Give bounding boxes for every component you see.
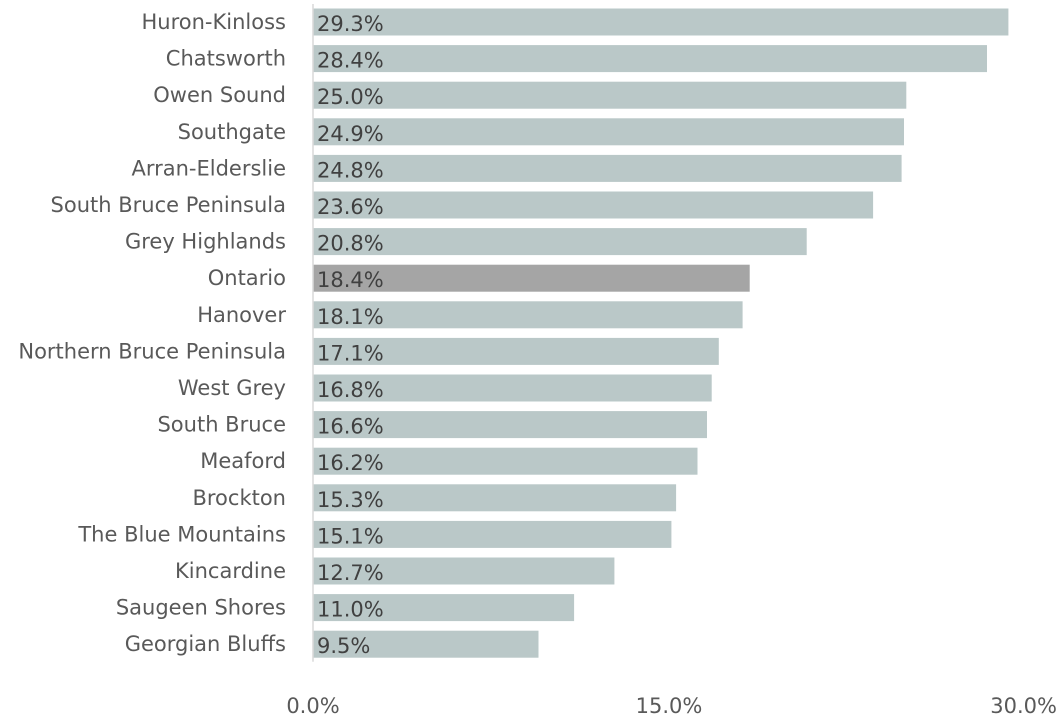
category-label-owen-sound: Owen Sound [153,83,286,107]
category-label-ontario: Ontario [208,266,286,290]
bar-the-blue-mountains [313,520,672,548]
bar-saugeen-shores [313,594,575,622]
category-label-west-grey: West Grey [178,376,286,400]
bar-huron-kinloss [313,8,1009,36]
data-label-hanover: 18.1% [317,305,384,329]
bar-kincardine [313,557,615,585]
bar-grey-highlands [313,228,807,256]
category-label-brockton: Brockton [192,486,286,510]
data-label-the-blue-mountains: 15.1% [317,524,384,548]
data-label-georgian-bluffs: 9.5% [317,634,370,658]
bar-south-bruce-peninsula [313,191,874,219]
data-label-west-grey: 16.8% [317,378,384,402]
category-label-huron-kinloss: Huron-Kinloss [142,10,287,34]
bars-group [313,8,1009,658]
category-label-saugeen-shores: Saugeen Shores [116,596,286,620]
data-label-arran-elderslie: 24.8% [317,158,384,182]
category-label-south-bruce: South Bruce [157,413,286,437]
bar-west-grey [313,374,712,402]
bar-owen-sound [313,81,907,109]
data-label-kincardine: 12.7% [317,561,384,585]
data-label-southgate: 24.9% [317,122,384,146]
bar-georgian-bluffs [313,630,539,658]
data-label-ontario: 18.4% [317,268,384,292]
bar-northern-bruce-peninsula [313,337,719,365]
category-label-northern-bruce-peninsula: Northern Bruce Peninsula [18,339,286,363]
x-axis-tick-labels: 0.0% 15.0% 30.0% [286,694,1057,718]
category-label-the-blue-mountains: The Blue Mountains [77,522,286,546]
category-label-chatsworth: Chatsworth [166,47,286,71]
category-label-meaford: Meaford [200,449,286,473]
x-tick-label: 30.0% [990,694,1057,718]
category-label-southgate: Southgate [178,120,286,144]
x-tick-label: 0.0% [286,694,339,718]
x-tick-label: 15.0% [636,694,703,718]
data-label-meaford: 16.2% [317,451,384,475]
data-label-owen-sound: 25.0% [317,85,384,109]
bar-south-bruce [313,411,707,439]
bar-brockton [313,484,677,512]
data-label-huron-kinloss: 29.3% [317,12,384,36]
data-label-south-bruce: 16.6% [317,415,384,439]
category-label-georgian-bluffs: Georgian Bluffs [125,632,286,656]
category-label-kincardine: Kincardine [175,559,286,583]
data-label-south-bruce-peninsula: 23.6% [317,195,384,219]
data-labels: 29.3% 28.4% 25.0% 24.9% 24.8% 23.6% 20.8% 18.4%… [317,12,384,658]
category-label-hanover: Hanover [197,303,286,327]
bar-chatsworth [313,45,987,73]
category-labels: Huron-Kinloss Chatsworth Owen Sound Southga… [18,10,286,656]
bar-arran-elderslie [313,154,902,182]
data-label-saugeen-shores: 11.0% [317,598,384,622]
category-label-grey-highlands: Grey Highlands [125,230,286,254]
data-label-chatsworth: 28.4% [317,49,384,73]
bar-meaford [313,447,698,475]
bar-southgate [313,118,904,146]
bar-ontario [313,264,750,292]
data-label-grey-highlands: 20.8% [317,232,384,256]
bar-hanover [313,301,743,329]
category-label-arran-elderslie: Arran-Elderslie [131,156,286,180]
data-label-northern-bruce-peninsula: 17.1% [317,341,384,365]
data-label-brockton: 15.3% [317,488,384,512]
category-label-south-bruce-peninsula: South Bruce Peninsula [51,193,286,217]
